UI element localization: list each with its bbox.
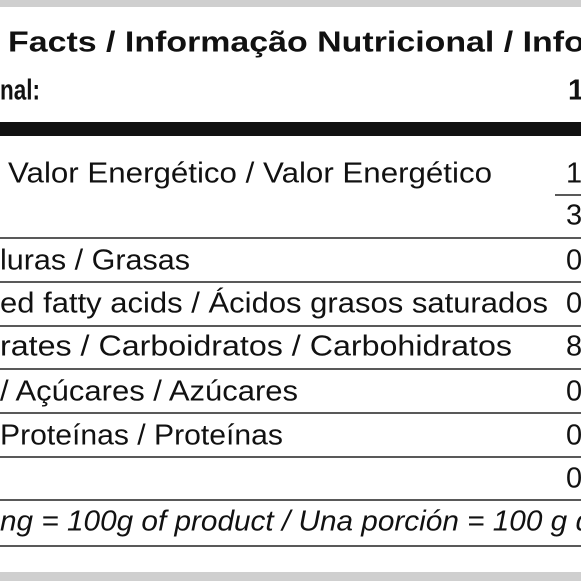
row-value: 1 bbox=[566, 158, 581, 190]
serving-value: 1 bbox=[568, 75, 581, 107]
row-value: 0 bbox=[566, 245, 581, 277]
title: Facts / Informação Nutricional / Infor bbox=[8, 27, 581, 59]
row-label: Proteínas / Proteínas bbox=[0, 420, 283, 452]
row-label: / Açúcares / Azúcares bbox=[0, 376, 298, 408]
row-value: 0 bbox=[566, 420, 581, 452]
row-label: rates / Carboidratos / Carbohidratos bbox=[0, 331, 512, 363]
footer: ng = 100g of product / Una porción = 100… bbox=[0, 506, 581, 538]
row-value: 3 bbox=[566, 200, 581, 232]
thick-rule bbox=[0, 122, 581, 136]
row-label: ed fatty acids / Ácidos grasos saturados bbox=[0, 287, 548, 320]
row-value: 8 bbox=[566, 331, 581, 363]
row-label: luras / Grasas bbox=[0, 245, 190, 277]
subtitle: nal: bbox=[0, 75, 40, 107]
top-border bbox=[0, 0, 581, 7]
row-label: Valor Energético / Valor Energético bbox=[8, 158, 492, 190]
row-value: 0 bbox=[566, 376, 581, 408]
bottom-border bbox=[0, 572, 581, 581]
row-value: 0 bbox=[566, 463, 581, 495]
row-value: 0 bbox=[566, 288, 581, 320]
